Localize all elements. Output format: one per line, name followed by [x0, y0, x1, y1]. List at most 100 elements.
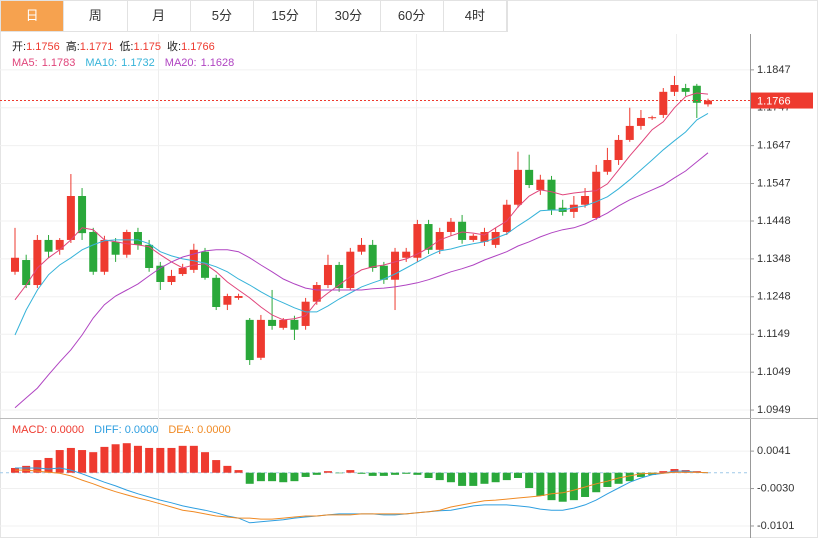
- macd-bar: [301, 472, 310, 477]
- candle-body: [692, 85, 701, 103]
- macd-bar: [379, 472, 388, 476]
- period-tab[interactable]: 月: [128, 1, 191, 31]
- y-tick-label: 1.1149: [757, 328, 790, 340]
- macd-bar: [424, 472, 433, 478]
- candle-body: [704, 100, 712, 105]
- y-tick-label: 1.1248: [757, 291, 791, 303]
- last-price-box: [751, 92, 813, 109]
- macd-bar: [212, 460, 221, 473]
- candle-body: [234, 296, 243, 298]
- macd-bar: [100, 446, 109, 473]
- macd-bar: [89, 452, 98, 473]
- candle-body: [368, 244, 377, 268]
- candle-body: [625, 125, 634, 140]
- macd-bar: [547, 472, 556, 501]
- period-tab[interactable]: 周: [64, 1, 128, 31]
- candle-body: [335, 264, 344, 289]
- macd-bar: [245, 472, 254, 484]
- candle-body: [33, 239, 42, 286]
- macd-bar: [167, 447, 176, 473]
- candle-body: [402, 251, 411, 258]
- candle-body: [614, 139, 623, 161]
- candle-body: [55, 239, 64, 250]
- candle-body: [156, 265, 165, 282]
- legend-label: 低:: [119, 40, 133, 53]
- y-tick-label: 1.1049: [757, 366, 791, 378]
- candle-body: [223, 296, 232, 305]
- candle-body: [167, 275, 176, 282]
- candle-body: [279, 319, 288, 328]
- candle-body: [323, 264, 332, 286]
- candle-body: [111, 241, 120, 255]
- macd-bar: [223, 465, 232, 473]
- legend-label: 收:: [167, 39, 181, 53]
- candle-body: [513, 169, 522, 205]
- legend-value: 1.1732: [121, 57, 155, 69]
- y-tick-label: -0.0030: [757, 482, 794, 494]
- candle-body: [458, 221, 467, 240]
- macd-bar: [569, 472, 578, 501]
- macd-bar: [469, 472, 478, 486]
- period-tab[interactable]: 60分: [381, 1, 444, 31]
- candle-body: [89, 231, 98, 272]
- candle-body: [301, 301, 310, 326]
- macd-bar: [625, 472, 634, 482]
- candle-body: [648, 117, 657, 119]
- legend-label: MA10:: [85, 57, 117, 69]
- macd-bar: [391, 472, 400, 475]
- macd-bar: [491, 472, 500, 483]
- last-price-label: 1.1766: [757, 95, 791, 107]
- candle-body: [78, 196, 87, 234]
- macd-bar: [458, 472, 467, 486]
- candle-body: [357, 244, 366, 252]
- macd-bar: [368, 472, 377, 476]
- macd-bar: [145, 447, 154, 473]
- legend-label: 开:: [12, 41, 26, 53]
- period-tab[interactable]: 日: [1, 1, 65, 31]
- legend-value: 1.1771: [80, 41, 114, 53]
- candle-body: [536, 179, 545, 190]
- candle-body: [201, 251, 210, 278]
- candle-body: [66, 196, 75, 240]
- macd-bar: [55, 450, 64, 473]
- period-tab[interactable]: 4时: [444, 1, 507, 31]
- period-tab[interactable]: 5分: [191, 1, 254, 31]
- legend-entry: MACD: 0.0000: [12, 424, 84, 436]
- candle-body: [446, 221, 455, 232]
- macd-bar: [178, 445, 187, 473]
- macd-bar: [413, 472, 422, 475]
- macd-bar: [156, 447, 165, 473]
- y-tick-label: 1.1847: [757, 64, 791, 76]
- macd-bar: [659, 471, 668, 473]
- macd-bar: [346, 470, 355, 473]
- candle-body: [212, 277, 221, 308]
- macd-bar: [44, 457, 53, 473]
- legend-entry: DIFF: 0.0000: [94, 424, 158, 436]
- macd-bar: [525, 472, 534, 489]
- macd-bar: [78, 450, 87, 473]
- candle-body: [379, 265, 388, 280]
- candle-body: [525, 169, 534, 186]
- ohlc-legend: 开:1.1756 高:1.1771 低:1.175 收:1.1766: [12, 39, 215, 53]
- macd-bar: [111, 444, 120, 473]
- period-tab[interactable]: 15分: [254, 1, 318, 31]
- macd-bar: [122, 443, 131, 473]
- macd-bar: [603, 472, 612, 487]
- y-tick-label: 1.1547: [757, 177, 791, 189]
- macd-bar: [357, 472, 366, 474]
- candle-body: [581, 196, 590, 205]
- legend-value: 1.175: [134, 41, 162, 53]
- candle-body: [312, 285, 321, 302]
- candle-body: [178, 267, 187, 275]
- candle-body: [256, 319, 265, 358]
- candle-body: [469, 235, 478, 240]
- macd-bar: [201, 452, 210, 473]
- y-tick-label: 1.1647: [757, 140, 791, 152]
- macd-bar: [133, 445, 142, 473]
- period-tab[interactable]: 30分: [317, 1, 381, 31]
- line: [14, 152, 709, 409]
- macd-bar: [435, 472, 444, 481]
- candle-body: [681, 88, 690, 92]
- candle-body: [268, 319, 277, 326]
- macd-bar: [290, 472, 299, 482]
